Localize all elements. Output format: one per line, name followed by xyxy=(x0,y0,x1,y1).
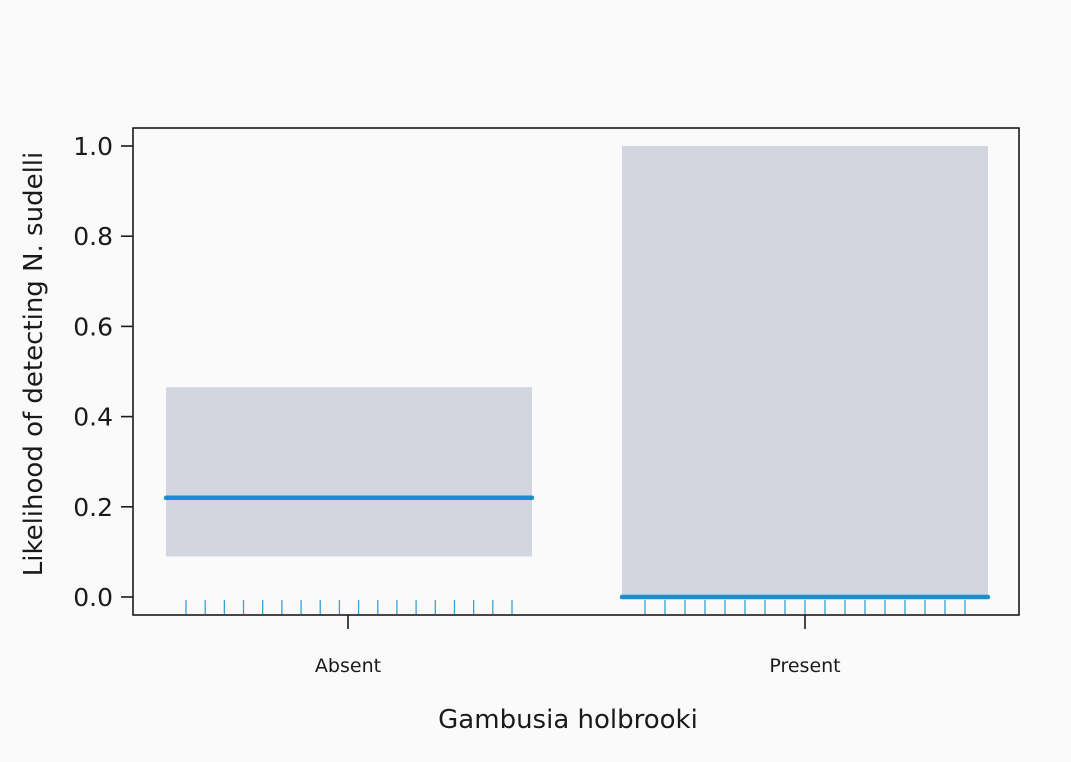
y-tick-label-2: 0.4 xyxy=(73,403,113,432)
y-axis: 0.0 0.2 0.4 0.6 0.8 1.0 xyxy=(73,132,133,612)
y-tick-label-5: 1.0 xyxy=(73,132,113,161)
plot-frame xyxy=(132,127,1020,616)
x-tick-label-absent: Absent xyxy=(315,655,381,677)
y-tick-label-1: 0.2 xyxy=(73,493,113,522)
x-tick-label-present: Present xyxy=(769,655,840,677)
estimate-lines xyxy=(163,495,991,600)
y-tick-label-3: 0.6 xyxy=(73,312,113,341)
x-axis: Absent Present xyxy=(315,615,841,677)
ci-bands xyxy=(166,146,988,597)
x-axis-title: Gambusia holbrooki xyxy=(438,705,698,735)
ci-band-absent xyxy=(166,387,532,557)
y-axis-title: Likelihood of detecting N. sudelli xyxy=(19,152,49,577)
y-tick-label-0: 0.0 xyxy=(73,583,113,612)
rug-ticks xyxy=(185,600,966,614)
ci-band-present xyxy=(622,146,988,597)
y-tick-label-4: 0.8 xyxy=(73,222,113,251)
